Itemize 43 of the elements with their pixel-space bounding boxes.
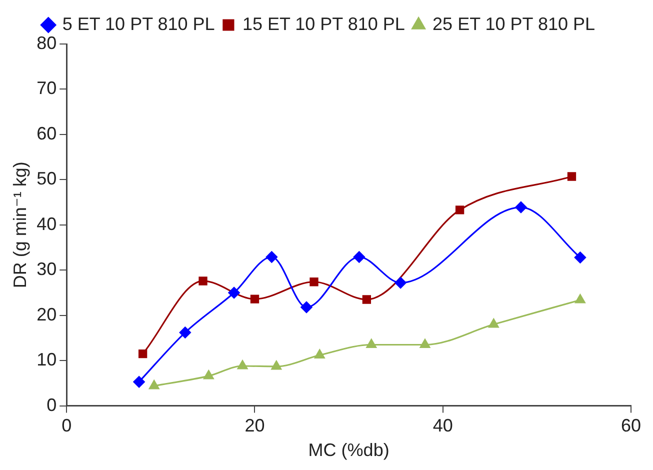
y-tick-label: 40 — [36, 214, 57, 234]
point — [574, 252, 586, 264]
point — [179, 326, 191, 338]
y-tick-label: 10 — [36, 350, 57, 370]
y-axis-title: DR (g min⁻¹ kg) — [10, 162, 30, 288]
x-tick-label: 20 — [244, 416, 265, 436]
point — [310, 278, 318, 286]
point — [133, 376, 145, 388]
y-tick-label: 60 — [36, 123, 57, 144]
point — [198, 276, 208, 286]
x-axis-title: MC (%db) — [308, 440, 390, 460]
y-tick-label: 0 — [46, 394, 57, 415]
point — [366, 338, 377, 348]
point — [515, 201, 527, 214]
point — [394, 276, 406, 289]
point — [567, 172, 576, 181]
point — [353, 251, 365, 263]
legend-label: 25 ET 10 PT 810 PL — [432, 14, 595, 34]
point — [488, 318, 499, 328]
x-tick-label: 60 — [620, 416, 642, 436]
point — [250, 294, 260, 304]
point — [575, 294, 586, 304]
y-tick-label: 70 — [36, 78, 57, 98]
y-tick-label: 80 — [36, 32, 57, 53]
y-tick-label: 50 — [36, 168, 57, 189]
legend-label: 5 ET 10 PT 810 PL — [62, 14, 215, 34]
point — [420, 338, 430, 348]
point — [362, 295, 372, 304]
y-tick-label: 20 — [36, 304, 57, 324]
legend-label: 15 ET 10 PT 810 PL — [242, 14, 405, 34]
point — [271, 360, 282, 370]
point — [300, 301, 312, 314]
point — [138, 349, 148, 358]
point — [228, 286, 240, 299]
x-tick-label: 0 — [62, 416, 72, 436]
point — [237, 360, 248, 370]
point — [148, 380, 160, 390]
x-tick-label: 40 — [432, 416, 453, 436]
point — [314, 349, 325, 358]
point — [455, 206, 464, 214]
point — [266, 251, 278, 263]
y-tick-label: 30 — [36, 259, 57, 280]
point — [204, 370, 214, 380]
